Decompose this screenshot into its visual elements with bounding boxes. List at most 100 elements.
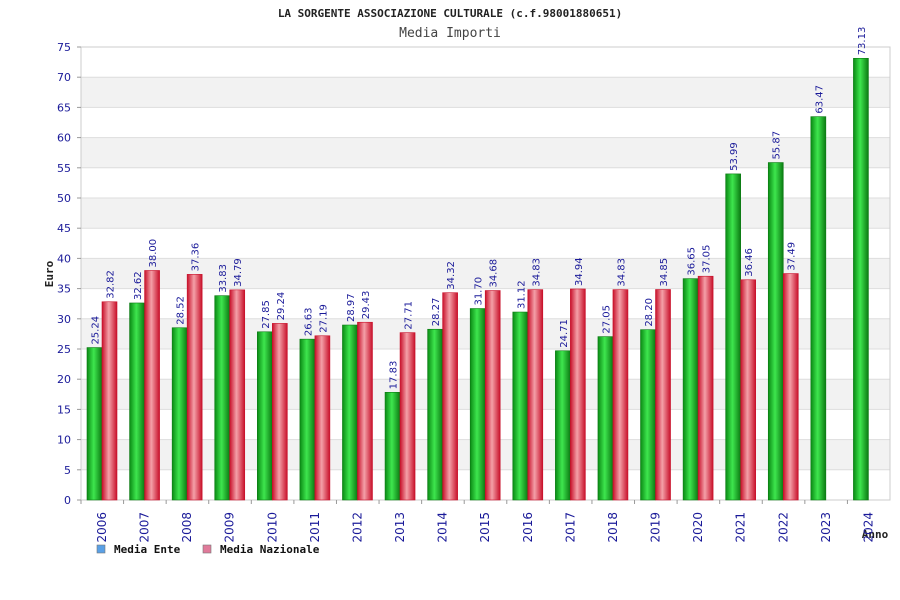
y-tick-label: 30	[57, 313, 71, 326]
chart-title: LA SORGENTE ASSOCIAZIONE CULTURALE (c.f.…	[278, 7, 622, 20]
bar-media-ente	[469, 308, 486, 501]
bar-media-ente	[86, 347, 103, 501]
legend-label: Media Nazionale	[220, 543, 320, 556]
data-label: 31.70	[474, 277, 485, 306]
bar-media-ente	[725, 173, 741, 501]
x-tick-label: 2015	[478, 512, 492, 543]
bar-media-nazionale	[357, 321, 373, 501]
x-tick-label: 2009	[223, 512, 237, 543]
bar-media-nazionale	[740, 279, 756, 501]
data-label: 28.52	[176, 296, 187, 325]
bar-media-ente	[810, 116, 827, 501]
bar-media-nazionale	[272, 323, 288, 501]
data-label: 26.63	[303, 308, 314, 337]
data-label: 25.24	[91, 316, 102, 345]
data-label: 34.79	[233, 258, 244, 287]
y-tick-label: 75	[57, 41, 71, 54]
x-axis-ticks: 2006 2007 2008 2009 2010 2011 2012 2013 2014 2015…	[80, 500, 875, 543]
x-tick-label: 2018	[606, 512, 620, 543]
bar-media-ente	[257, 331, 273, 501]
bar-media-nazionale	[527, 289, 544, 501]
x-tick-label: 2013	[393, 512, 407, 543]
data-label: 28.20	[644, 298, 655, 327]
data-label: 32.62	[133, 271, 144, 300]
x-tick-label: 2020	[691, 512, 705, 543]
x-tick-label: 2022	[776, 512, 790, 543]
grid-band	[81, 137, 890, 168]
data-label: 28.27	[431, 298, 442, 327]
data-label: 73.13	[857, 27, 868, 56]
data-label: 27.05	[601, 305, 612, 334]
bar-media-nazionale	[655, 289, 671, 501]
y-tick-label: 40	[57, 252, 71, 265]
data-label: 34.83	[616, 258, 627, 287]
bar-media-ente	[171, 327, 188, 501]
bar-media-ente	[555, 350, 571, 501]
x-tick-label: 2019	[649, 512, 663, 543]
legend-swatch	[96, 544, 106, 554]
grid-band	[81, 77, 890, 108]
legend-swatch	[202, 544, 212, 554]
bar-media-ente	[767, 162, 784, 501]
y-tick-label: 50	[57, 192, 71, 205]
bar-media-nazionale	[612, 289, 629, 501]
data-label: 34.94	[574, 257, 585, 286]
y-tick-label: 25	[57, 343, 71, 356]
x-tick-label: 2006	[95, 512, 109, 543]
bar-media-ente	[342, 324, 358, 501]
data-label: 55.87	[772, 131, 783, 160]
y-tick-label: 55	[57, 162, 71, 175]
x-tick-label: 2023	[819, 512, 833, 543]
x-tick-label: 2011	[308, 512, 322, 543]
legend-label: Media Ente	[114, 543, 181, 556]
y-tick-label: 15	[57, 403, 71, 416]
y-tick-label: 20	[57, 373, 71, 386]
x-tick-label: 2012	[350, 512, 364, 543]
bar-media-ente	[512, 311, 529, 501]
data-label: 34.68	[489, 259, 500, 288]
data-label: 34.85	[659, 258, 670, 287]
data-label: 33.83	[218, 264, 229, 293]
bar-media-nazionale	[101, 301, 118, 501]
data-label: 63.47	[814, 85, 825, 114]
data-label: 27.85	[261, 300, 272, 329]
data-label: 34.83	[531, 258, 542, 287]
grid-band	[81, 198, 890, 229]
y-tick-label: 45	[57, 222, 71, 235]
data-label: 38.00	[148, 239, 159, 268]
y-tick-label: 70	[57, 71, 71, 84]
x-tick-label: 2021	[734, 512, 748, 543]
x-tick-label: 2017	[563, 512, 577, 543]
data-label: 36.46	[744, 248, 755, 277]
y-tick-label: 60	[57, 132, 71, 145]
data-label: 28.97	[346, 293, 357, 322]
y-tick-label: 65	[57, 101, 71, 114]
bar-media-ente	[597, 336, 614, 501]
x-tick-label: 2007	[138, 512, 152, 543]
bar-media-ente	[640, 329, 656, 501]
x-tick-label: 2024	[861, 512, 875, 543]
y-tick-label: 10	[57, 434, 71, 447]
data-label: 37.49	[787, 242, 798, 271]
y-tick-label: 35	[57, 283, 71, 296]
bar-media-nazionale	[144, 270, 160, 501]
x-tick-label: 2010	[265, 512, 279, 543]
chart-subtitle: Media Importi	[399, 26, 501, 41]
x-axis-label: Anno	[862, 528, 889, 541]
data-label: 32.82	[106, 270, 117, 299]
bar-media-ente	[384, 392, 401, 501]
bar-media-ente	[129, 302, 145, 501]
data-label: 27.71	[404, 301, 415, 330]
bar-media-nazionale	[570, 288, 586, 501]
bar-media-nazionale	[229, 289, 246, 501]
data-label: 31.12	[516, 280, 527, 309]
data-label: 17.83	[389, 361, 400, 390]
y-tick-label: 0	[64, 494, 71, 507]
y-axis-label: Euro	[43, 260, 56, 287]
bars: 25.24 32.82 32.62 38.00 28.52 37.36 33.83 34.79…	[86, 27, 869, 501]
data-label: 27.19	[318, 304, 329, 333]
data-label: 29.24	[276, 292, 287, 321]
bar-media-ente	[427, 328, 443, 501]
data-label: 37.36	[191, 243, 202, 272]
bar-media-ente	[682, 278, 699, 501]
